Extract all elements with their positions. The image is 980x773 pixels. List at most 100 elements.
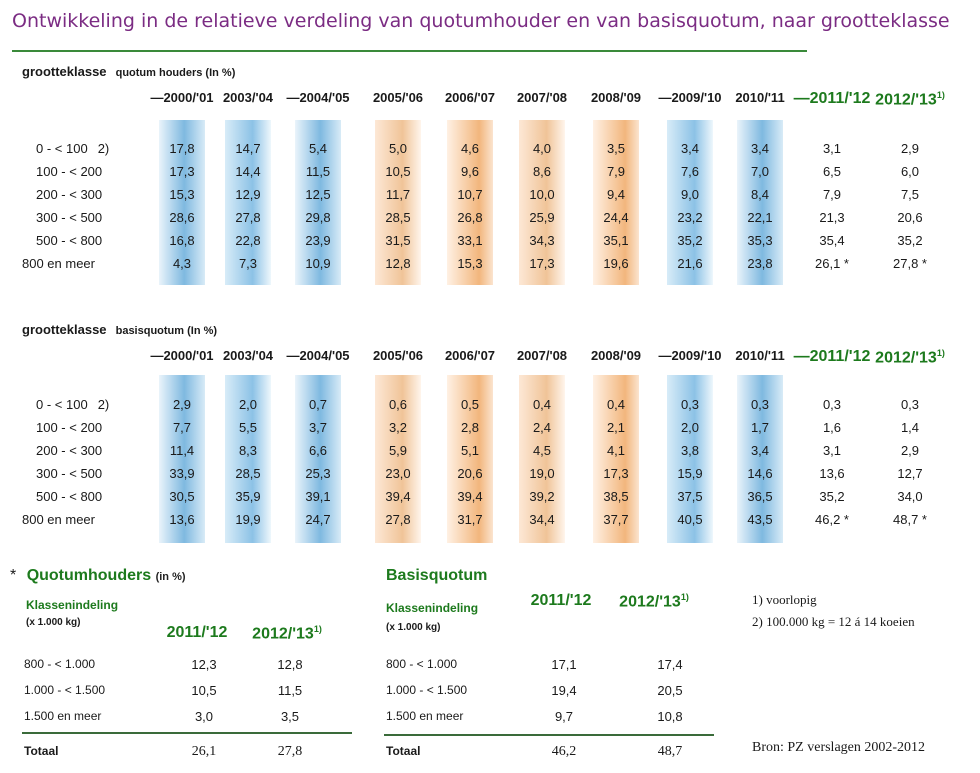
table-cell: 3,7 — [308, 420, 328, 435]
table-cell: 17,3 — [169, 164, 195, 179]
year-header: 2010/'11 — [735, 348, 785, 363]
quotum-summary-title: * Quotumhouders (in %) — [10, 567, 186, 584]
year-header: —2009/'10 — [658, 90, 722, 105]
total-label: Totaal — [24, 744, 59, 758]
table-cell: 39,2 — [529, 489, 555, 504]
table-cell: 2,9 — [900, 141, 920, 156]
summary-cell: 19,4 — [551, 683, 577, 698]
table-cell: 3,4 — [750, 443, 770, 458]
table-cell: 2,0 — [238, 397, 258, 412]
table-cell: 2,8 — [460, 420, 480, 435]
table-cell: 23,2 — [677, 210, 703, 225]
quotum-klasse-unit: (x 1.000 kg) — [26, 617, 81, 628]
row-label: 800 en meer — [22, 512, 95, 527]
table-cell: 35,2 — [677, 233, 703, 248]
row-label: 500 - < 800 — [36, 233, 103, 248]
year-header: —2000/'01 — [150, 90, 214, 105]
table-cell: 2,4 — [532, 420, 552, 435]
total-cell: 48,7 — [657, 744, 683, 759]
table-cell: 48,7 * — [893, 512, 927, 527]
table-cell: 27,8 — [385, 512, 411, 527]
year-column-bar — [159, 375, 205, 543]
row-label: 200 - < 300 — [36, 443, 103, 458]
year-column-bar — [737, 375, 783, 543]
table-cell: 19,0 — [529, 466, 555, 481]
table-cell: 39,4 — [385, 489, 411, 504]
table-cell: 25,3 — [305, 466, 331, 481]
table-cell: 3,1 — [822, 443, 842, 458]
table-cell: 2,0 — [680, 420, 700, 435]
table-cell: 3,2 — [388, 420, 408, 435]
table-cell: 28,6 — [169, 210, 195, 225]
year-header: 2012/'131) — [875, 90, 945, 109]
table-cell: 17,3 — [603, 466, 629, 481]
year-column-bar — [737, 120, 783, 285]
table-cell: 10,7 — [457, 187, 483, 202]
year-header: 2008/'09 — [590, 90, 642, 105]
table-cell: 2,9 — [172, 397, 192, 412]
table-cell: 1,7 — [750, 420, 770, 435]
table-cell: 4,6 — [460, 141, 480, 156]
year-header: 2012/'131) — [875, 348, 945, 367]
year-header: 2007/'08 — [516, 348, 568, 363]
table-cell: 20,6 — [897, 210, 923, 225]
table-cell: 24,4 — [603, 210, 629, 225]
table-cell: 10,9 — [305, 256, 331, 271]
year-column-bar — [667, 375, 713, 543]
table-cell: 39,4 — [457, 489, 483, 504]
basis-col1-header: 2011/'12 — [530, 592, 592, 609]
section-header: grootteklasse basisquotum (In %) — [22, 322, 217, 337]
section-header: grootteklasse quotum houders (In %) — [22, 64, 235, 79]
row-label: 300 - < 500 — [36, 210, 103, 225]
table-cell: 22,8 — [235, 233, 261, 248]
note-voorlopig: 1) voorlopig — [752, 592, 817, 607]
year-header: 2006/'07 — [444, 90, 496, 105]
table-cell: 12,8 — [385, 256, 411, 271]
summary-cell: 3,5 — [280, 709, 300, 724]
table-cell: 3,4 — [750, 141, 770, 156]
table-cell: 28,5 — [385, 210, 411, 225]
summary-cell: 12,8 — [277, 657, 303, 672]
summary-cell: 10,8 — [657, 709, 683, 724]
table-cell: 22,1 — [747, 210, 773, 225]
year-column-bar — [225, 375, 271, 543]
table-cell: 21,3 — [819, 210, 845, 225]
basis-col2-header: 2012/'131) — [619, 592, 689, 611]
table-cell: 13,6 — [169, 512, 195, 527]
summary-row-label: 1.500 en meer — [24, 709, 102, 723]
table-cell: 35,9 — [235, 489, 261, 504]
table-cell: 11,7 — [385, 187, 411, 202]
grootteklasse-label: grootteklasse — [22, 322, 107, 337]
table-cell: 0,5 — [460, 397, 480, 412]
year-column-bar — [519, 120, 565, 285]
table-cell: 0,3 — [822, 397, 842, 412]
year-header: 2005/'06 — [372, 348, 424, 363]
table-cell: 3,1 — [822, 141, 842, 156]
grootteklasse-label: grootteklasse — [22, 64, 107, 79]
table-cell: 6,0 — [900, 164, 920, 179]
table-cell: 0,3 — [680, 397, 700, 412]
table-cell: 21,6 — [677, 256, 703, 271]
row-label: 0 - < 100 2) — [36, 397, 110, 412]
table-cell: 7,9 — [822, 187, 842, 202]
table-cell: 12,5 — [305, 187, 331, 202]
table-cell: 26,1 * — [815, 256, 849, 271]
table-cell: 19,6 — [603, 256, 629, 271]
table-cell: 4,5 — [532, 443, 552, 458]
year-header: —2011/'12 — [793, 90, 871, 107]
table-cell: 23,9 — [305, 233, 331, 248]
table-cell: 11,5 — [305, 164, 331, 179]
year-header: 2003/'04 — [222, 90, 274, 105]
table-cell: 5,1 — [460, 443, 480, 458]
table-cell: 4,3 — [172, 256, 192, 271]
page-title: Ontwikkeling in de relatieve verdeling v… — [12, 10, 950, 32]
table-cell: 7,9 — [606, 164, 626, 179]
table-cell: 6,5 — [822, 164, 842, 179]
basis-klasse-unit: (x 1.000 kg) — [386, 622, 441, 633]
table-cell: 1,4 — [900, 420, 920, 435]
year-column-bar — [375, 120, 421, 285]
row-label: 200 - < 300 — [36, 187, 103, 202]
summary-cell: 10,5 — [191, 683, 217, 698]
table-cell: 3,5 — [606, 141, 626, 156]
table-cell: 25,9 — [529, 210, 555, 225]
